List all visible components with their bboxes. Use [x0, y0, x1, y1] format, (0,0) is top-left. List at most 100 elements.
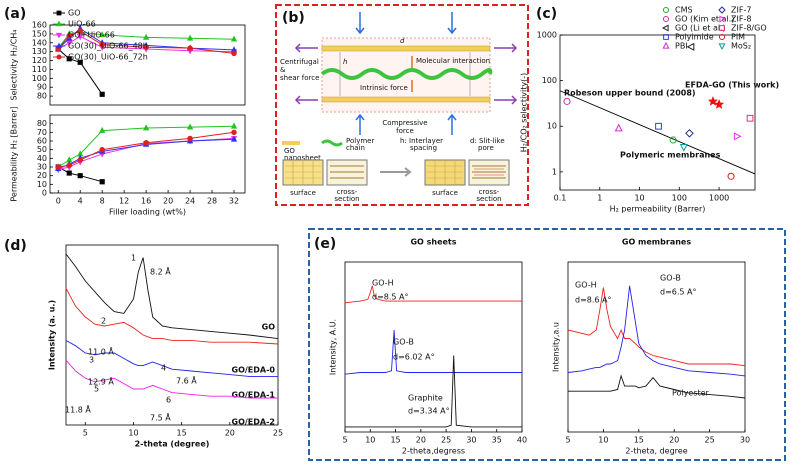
x-tick-label: 20: [669, 436, 679, 445]
data-point: [186, 123, 194, 130]
legend-label: ZIF-8/GO: [731, 24, 767, 33]
label: Molecular interaction: [416, 57, 490, 65]
go-sheet: [321, 45, 491, 52]
legend-label: GO(30)_UiO-66_48h: [68, 42, 148, 51]
x-tick-label: 0: [56, 197, 61, 206]
y-tick-label: 140: [32, 38, 47, 47]
x-tick-label: 25: [273, 429, 283, 438]
annotation: d=8.6 A°: [575, 296, 612, 305]
plot-frame: [49, 114, 246, 194]
label: &: [280, 66, 286, 74]
x-tick-label: 5: [342, 436, 347, 445]
annotation: d=6.02 A°: [393, 353, 435, 362]
series-label: GO/EDA-1: [232, 391, 276, 400]
series-line: [568, 374, 746, 399]
legend-label: spacing: [410, 144, 437, 152]
plot-frame: [65, 244, 279, 426]
x-tick-label: 40: [517, 436, 527, 445]
data-point: [66, 170, 72, 176]
x-axis-label: 2-theta,degress: [402, 447, 465, 456]
x-axis-label: H₂ permeability (Barrer): [610, 205, 706, 214]
x-tick-label: 0.1: [554, 194, 567, 203]
chart-title: GO sheets: [410, 238, 456, 247]
y-axis-label: Intensity,a.u: [552, 322, 561, 372]
annotation: d=8.5 A°: [372, 293, 409, 302]
y-tick-label: 110: [32, 65, 47, 74]
annotation: 5: [94, 385, 99, 394]
y-axis-label: Selectivity H₂/CH₄: [10, 30, 19, 101]
data-point: [143, 44, 149, 50]
label: Intrinsic force: [360, 84, 408, 92]
arrows: [355, 12, 457, 135]
data-point: [143, 140, 149, 146]
x-tick-label: 10: [634, 194, 644, 203]
data-point: [187, 45, 193, 51]
x-tick-label: 20: [163, 197, 173, 206]
series-label: GO-B: [660, 274, 681, 283]
y-tick-label: 150: [32, 29, 47, 38]
annotation: Polymeric membranes: [620, 151, 721, 160]
data-point: [614, 123, 623, 132]
label: h: [343, 58, 347, 66]
x-tick-label: 8: [100, 197, 105, 206]
data-point: [727, 172, 735, 180]
legend-marker: [662, 15, 670, 23]
data-point: [746, 114, 754, 122]
data-point: [230, 35, 238, 42]
series-line: [567, 287, 746, 367]
series-label: GO-B: [393, 338, 414, 347]
series-line: [567, 285, 746, 377]
legend-marker: [661, 24, 669, 32]
x-tick-label: 15: [177, 429, 187, 438]
y-tick-label: 10: [37, 180, 47, 189]
label: surface: [432, 189, 458, 197]
legend-label: CMS: [675, 6, 693, 15]
legend-label: GO: [68, 9, 81, 18]
legend-label: pore: [478, 144, 494, 152]
data-point: [231, 50, 237, 57]
x-tick-label: 25: [705, 436, 715, 445]
go-sheet: [321, 96, 491, 103]
data-point: [99, 126, 106, 133]
data-point: [99, 146, 105, 153]
series-label: GO-H: [372, 279, 394, 288]
legend-marker: [663, 34, 669, 40]
x-tick-label: 35: [492, 436, 502, 445]
panel-label: (c): [536, 6, 557, 22]
data-point: [66, 162, 72, 168]
y-tick-label: 30: [37, 163, 47, 172]
data-point: [77, 157, 83, 163]
annotation: 4: [161, 364, 166, 373]
data-point: [99, 91, 105, 97]
data-point: [187, 135, 193, 142]
legend-label: d: Slit-like: [470, 137, 505, 145]
label: Compressive: [382, 119, 427, 127]
y-tick-label: 120: [32, 56, 47, 65]
series-line: [65, 287, 279, 345]
legend-marker: [56, 42, 62, 49]
annotation: 8.2 Å: [150, 266, 171, 277]
x-tick-label: 10: [598, 436, 608, 445]
y-tick-label: 40: [37, 154, 47, 163]
legend-label: GO: [284, 147, 295, 155]
label: Centrifugal: [280, 58, 319, 66]
legend-label: PIM: [731, 33, 745, 42]
data-point: [77, 173, 83, 179]
legend-label: GO (Li et al.): [675, 24, 726, 33]
label: surface: [290, 189, 316, 197]
legend-marker: [718, 43, 726, 51]
legend-label: GO+UiO-66: [68, 31, 115, 40]
x-axis-label: 2-theta, degree: [625, 447, 687, 456]
panel-label: (b): [282, 10, 305, 26]
micrographs: [282, 159, 510, 186]
series-label: GO: [262, 323, 276, 332]
legend-label: ZIF-8: [731, 15, 751, 24]
series-line: [65, 253, 279, 340]
chart-title: GO membranes: [622, 238, 691, 247]
x-tick-label: 15: [634, 436, 644, 445]
legend-marker: [56, 20, 62, 27]
highlight-label: EFDA-GO (This work): [685, 81, 779, 90]
data-point: [685, 128, 694, 138]
y-tick-label: 50: [37, 145, 47, 154]
